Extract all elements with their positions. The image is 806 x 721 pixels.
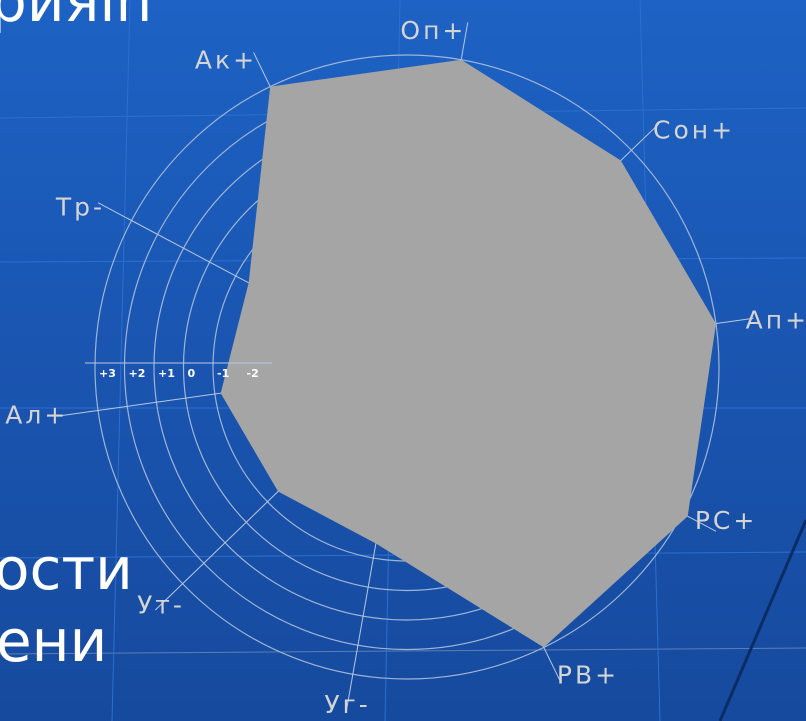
radar-spoke [97, 202, 262, 291]
radar-spoke [345, 528, 379, 712]
tick-label: +3 [99, 367, 116, 380]
tick-label: 0 [188, 367, 196, 380]
radar-polygon-layer [220, 59, 717, 648]
tick-label: -2 [247, 367, 259, 380]
background-text-line1: ости [0, 535, 133, 603]
radar-ticks: +3 +2 +1 0 -1 -2 [85, 362, 272, 380]
axis-label: Тр- [55, 192, 105, 221]
axis-label: Оп+ [400, 16, 466, 45]
radar-spoke [60, 389, 245, 417]
radar-spoke [154, 480, 290, 611]
tick-label: +1 [158, 367, 175, 380]
axis-label: Ап+ [746, 305, 806, 334]
axis-label: РС+ [695, 506, 757, 535]
axis-label: Ал+ [5, 401, 68, 430]
axis-label: Уг- [324, 690, 370, 719]
background-text-top: рияin [0, 0, 153, 35]
axis-label: Ут- [137, 591, 185, 620]
axis-label: Ак+ [195, 46, 257, 75]
tick-label: +2 [129, 367, 146, 380]
radar-polygon [220, 59, 716, 648]
background-text-line2: ени [0, 607, 108, 675]
tick-label: -1 [217, 367, 229, 380]
axis-label: Сон+ [653, 115, 735, 144]
radar-ring [94, 54, 720, 680]
radar-axis-labels: Оп+ Сон+ Ап+ РС+ РВ+ Уг- Ут- Ал+ Тр- Ак+ [5, 16, 806, 719]
axis-label: РВ+ [557, 660, 619, 689]
